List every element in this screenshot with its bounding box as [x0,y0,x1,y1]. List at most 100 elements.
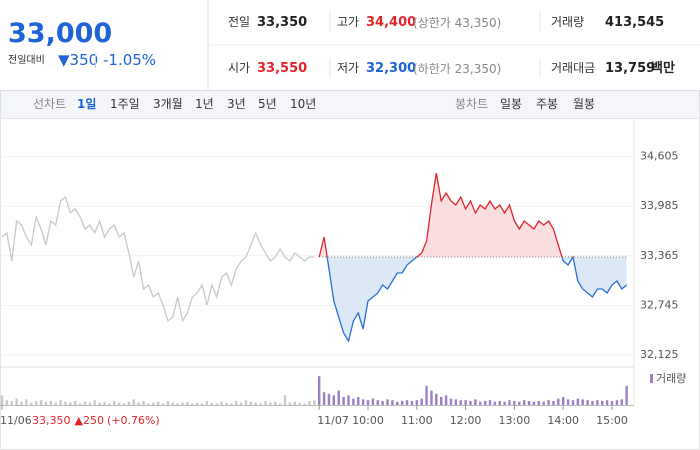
volume-bar [620,399,623,405]
volume-bar [327,393,331,405]
line [1,195,315,323]
volume-bar [200,403,204,405]
volume-bar [591,401,594,405]
volume-bar [596,400,599,405]
volume-bar [269,402,272,405]
volume-bar [93,400,96,405]
volume-bar [5,400,9,405]
volume-bar [479,401,482,405]
volume-bar [264,401,267,405]
tab[interactable]: 1주일 [110,97,140,111]
x-tick-label: 14:00 [547,414,579,427]
tab[interactable]: 일봉 [500,97,523,111]
volume-bar [117,402,121,405]
volume-bar [400,401,404,405]
volume-bar [308,401,311,405]
volume-bar [605,400,609,405]
y-tick-label: 34,605 [640,150,679,163]
stat-value: 33,550 [257,61,308,76]
volume-bar [342,397,345,405]
volume-bar [230,403,233,405]
volume-bar [205,401,209,405]
volume-bar [244,400,248,405]
volume-bar [483,401,487,405]
volume-bar [581,399,584,405]
volume-bar [571,400,575,405]
tab[interactable]: 월봉 [573,97,596,111]
volume-bar [352,398,355,405]
stat-label: 저가 [337,61,360,75]
volume-bar [566,399,570,405]
volume-bar [191,403,194,405]
legend-label: 거래량 [656,372,686,385]
volume-bar [532,401,536,405]
volume-bar [83,401,87,405]
volume-bar [220,401,223,405]
volume-bar [537,401,540,405]
stat-value: 33,350 [257,15,308,30]
volume-bar [303,403,306,405]
change-pct: -1.05% [103,51,157,69]
volume-bar [454,399,458,405]
volume-bar [147,403,150,405]
stat-label: 전일 [228,15,251,29]
stat-note: (하한가 23,350) [413,62,502,76]
tab[interactable]: 1일 [77,97,97,111]
x-tick-label: 15:00 [596,414,628,427]
volume-bar [440,397,443,405]
x-tick-label: 11/06 [0,414,32,427]
volume-bar [127,401,131,405]
stat-value: 34,400 [366,15,417,30]
volume-bar [405,400,409,405]
volume-bar [552,401,555,405]
volume-bar [425,385,428,405]
stat-label: 거래량 [551,15,585,29]
volume-bar [493,401,497,405]
tab[interactable]: 3년 [227,97,246,111]
volume-bar [396,401,399,405]
tab-group-label: 봉차트 [455,97,489,111]
volume-bar [459,400,462,405]
volume-bar [547,400,550,405]
volume-bar [78,403,82,405]
line-above [318,172,574,257]
volume-bar [610,401,614,405]
stat-value: 32,300 [366,61,417,76]
volume-bar [625,385,628,405]
tab-group-label: 선차트 [33,97,67,111]
y-tick-label: 32,745 [640,298,679,311]
legend-swatch [650,374,653,383]
volume-bar [615,400,619,405]
volume-bar [332,395,336,405]
stat-note: (상한가 43,350) [413,16,502,30]
volume-bar [337,390,340,405]
volume-bar [498,401,501,405]
volume-bar [225,402,228,405]
volume-bar [557,398,560,405]
volume-bar [186,401,189,405]
x-tick-label: 13:00 [499,414,531,427]
volume-bar [156,401,160,405]
tab[interactable]: 주봉 [536,97,559,111]
volume-bar [49,401,52,405]
volume-bar [74,401,77,405]
volume-bar [113,401,116,405]
tab[interactable]: 10년 [290,97,317,111]
tab[interactable]: 1년 [195,97,214,111]
volume-bar [288,402,292,405]
tab[interactable]: 3개월 [153,97,183,111]
volume-bar [503,401,506,405]
volume-bar [132,399,135,405]
tab[interactable]: 5년 [258,97,277,111]
volume-bar [44,401,48,405]
x-tick-label: 12:00 [450,414,482,427]
volume-bar [386,399,389,405]
volume-bar [15,398,18,405]
volume-bar [278,403,282,405]
volume-bar [576,398,580,405]
line-below [319,257,628,343]
volume-bar [274,401,277,405]
volume-bar [513,401,516,405]
volume-bar [371,398,375,405]
